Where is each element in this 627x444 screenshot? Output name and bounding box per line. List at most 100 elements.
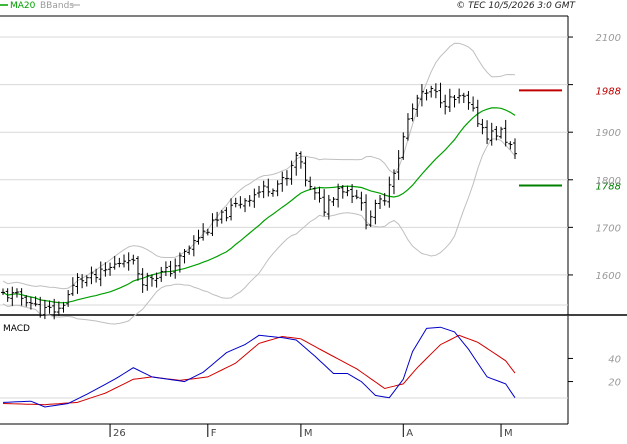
- macd-layer: [2, 326, 516, 408]
- price-bar: [5, 288, 10, 302]
- price-bar: [494, 126, 499, 141]
- price-bar: [308, 176, 313, 191]
- price-bar: [331, 197, 336, 207]
- price-bar: [322, 189, 327, 217]
- price-bar: [508, 141, 513, 150]
- price-bar: [108, 262, 113, 276]
- x-tick-label: 26: [113, 428, 126, 439]
- price-bars-layer: [1, 82, 517, 320]
- price-bar: [205, 228, 210, 236]
- price-bar: [373, 199, 378, 225]
- price-bar: [294, 152, 299, 176]
- price-bar: [33, 296, 38, 307]
- y-axis-layer: 2100 1900 1800 1700 1600 40 20: [568, 33, 621, 389]
- price-bar: [201, 223, 206, 241]
- price-bar: [312, 186, 317, 200]
- bbands-layer: [2, 42, 516, 325]
- price-tick-label: 2100: [596, 33, 621, 44]
- price-bar: [364, 194, 369, 230]
- copyright-text: © TEC 10/5/2026 3:0 GMT: [456, 1, 576, 11]
- grid-layer: [0, 36, 568, 399]
- price-bar: [173, 258, 178, 279]
- price-bar: [401, 132, 406, 160]
- price-bar: [84, 275, 89, 287]
- price-bar: [303, 156, 308, 187]
- support-label: 1788: [596, 181, 621, 192]
- price-bar: [182, 249, 187, 264]
- price-bar: [233, 197, 238, 208]
- price-bar: [47, 300, 52, 314]
- price-bar: [345, 185, 350, 197]
- price-bar: [489, 122, 494, 146]
- x-tick-label: M: [304, 428, 313, 439]
- price-bar: [42, 299, 47, 320]
- price-bar: [215, 211, 220, 227]
- price-bar: [163, 261, 168, 277]
- price-bar: [70, 277, 75, 296]
- price-bar: [154, 272, 159, 288]
- price-bar: [229, 198, 234, 221]
- price-bar: [10, 286, 15, 306]
- price-bar: [368, 210, 373, 228]
- price-bar: [126, 252, 131, 271]
- x-tick-label: F: [211, 428, 217, 439]
- price-bar: [336, 183, 341, 208]
- price-bar: [270, 188, 275, 197]
- price-bar: [80, 274, 85, 289]
- price-bar: [513, 138, 517, 160]
- price-bar: [396, 150, 401, 180]
- price-bar: [196, 229, 201, 245]
- price-bar: [261, 180, 266, 199]
- macd-title: MACD: [3, 324, 30, 334]
- price-bar: [485, 120, 490, 145]
- legend-bbands: BBands: [40, 1, 74, 11]
- price-bar: [61, 301, 66, 313]
- price-bar: [177, 252, 182, 273]
- price-tick-label: 1800: [596, 176, 621, 187]
- price-bar: [340, 184, 345, 199]
- price-bar: [122, 254, 127, 268]
- price-bar: [112, 256, 117, 270]
- price-tick-label: 1600: [596, 271, 621, 282]
- price-bar: [243, 198, 248, 213]
- price-bar: [443, 94, 448, 115]
- price-bar: [168, 260, 173, 277]
- price-bar: [433, 83, 438, 99]
- price-bar: [354, 189, 359, 200]
- price-bar: [56, 301, 61, 316]
- price-bar: [140, 268, 145, 293]
- price-bar: [257, 185, 261, 198]
- legend-ma: MA20: [10, 1, 36, 11]
- price-bar: [247, 195, 252, 207]
- price-bar: [275, 180, 280, 197]
- price-bar: [378, 195, 383, 209]
- price-bar: [159, 266, 164, 282]
- price-bar: [135, 256, 140, 281]
- ma20-layer: [2, 107, 516, 304]
- price-bar: [224, 207, 229, 222]
- price-bar: [289, 160, 294, 185]
- price-bar: [210, 213, 215, 237]
- price-bar: [66, 289, 71, 307]
- price-bar: [387, 176, 392, 208]
- macd-tick-label: 20: [608, 378, 621, 389]
- price-bar: [149, 274, 154, 287]
- price-bar: [28, 296, 33, 310]
- price-bar: [452, 95, 457, 108]
- price-bar: [145, 272, 150, 291]
- price-bar: [415, 94, 420, 117]
- price-bar: [410, 103, 415, 122]
- price-bar: [447, 88, 452, 113]
- price-bar: [438, 82, 443, 108]
- price-bar: [280, 171, 285, 192]
- x-tick-label: M: [504, 428, 513, 439]
- price-bar: [503, 119, 508, 147]
- price-bar: [457, 88, 462, 104]
- price-bar: [298, 151, 303, 169]
- price-bar: [480, 118, 485, 135]
- price-bar: [191, 235, 196, 257]
- price-bar: [38, 296, 43, 318]
- bbands-lower-line: [2, 138, 516, 325]
